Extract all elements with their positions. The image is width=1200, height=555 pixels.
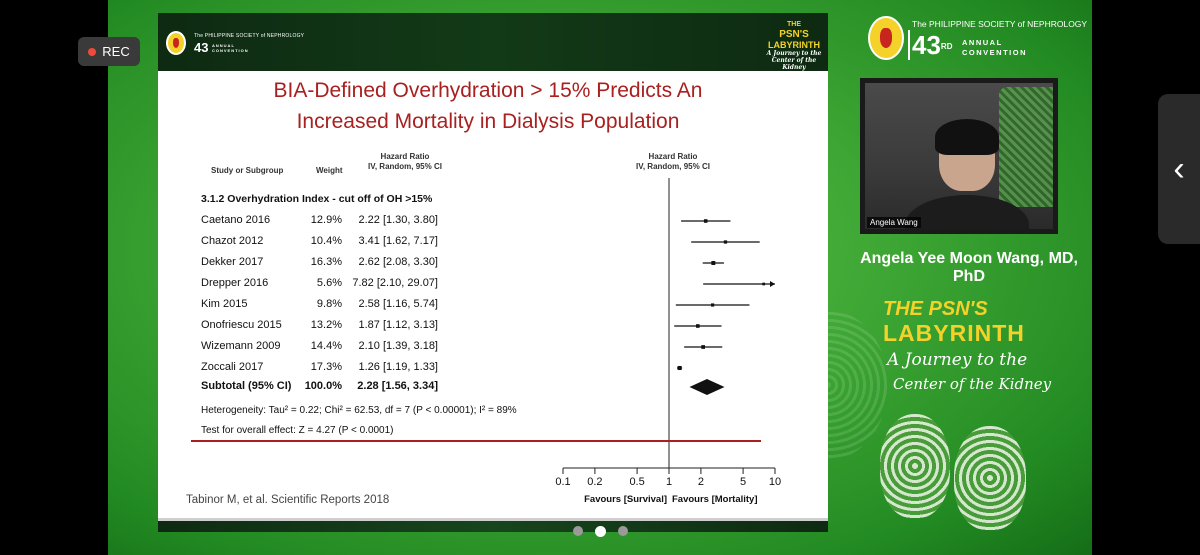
recording-indicator[interactable]: REC <box>78 37 140 66</box>
subtotal-diamond <box>689 379 725 395</box>
slide-convention-text: ANNUAL CONVENTION <box>212 43 249 53</box>
previous-page-button[interactable]: ‹ <box>1158 94 1200 244</box>
study-ci: 1.87 [1.12, 3.13] <box>358 319 438 331</box>
study-ci: 3.41 [1.62, 7.17] <box>358 235 438 247</box>
labyrinth-event-logo: THE PSN'S LABYRINTH A Journey to the Cen… <box>883 298 1051 408</box>
overall-effect-stat: Test for overall effect: Z = 4.27 (P < 0… <box>201 425 394 436</box>
x-tick-label: 10 <box>769 476 781 488</box>
event-logo-line-4: Center of the Kidney <box>893 375 1052 393</box>
point-estimate <box>762 282 766 286</box>
col-hr-header: Hazard Ratio IV, Random, 95% CI <box>368 152 442 171</box>
carousel-indicator <box>568 524 632 538</box>
slide-title-line-2: Increased Mortality in Dialysis Populati… <box>296 110 680 133</box>
heterogeneity-stat: Heterogeneity: Tau² = 0.22; Chi² = 62.53… <box>201 405 517 416</box>
study-ci: 2.28 [1.56, 3.34] <box>357 380 438 392</box>
point-estimate <box>696 324 700 328</box>
speaker-name: Angela Yee Moon Wang, MD, PhD <box>860 250 1078 285</box>
study-ci: 2.22 [1.30, 3.80] <box>358 214 438 226</box>
logo-divider <box>908 30 910 60</box>
study-weight: 5.6% <box>316 277 342 289</box>
shared-slide: The PHILIPPINE SOCIETY of NEPHROLOGY 43 … <box>158 13 828 532</box>
slide-labyrinth-logo: THE PSN'S LABYRINTH A Journey to the Cen… <box>766 21 822 71</box>
study-name: Zoccali 2017 <box>201 361 264 373</box>
slide-society-name: The PHILIPPINE SOCIETY of NEPHROLOGY <box>194 33 305 39</box>
x-tick-label: 5 <box>740 476 746 488</box>
study-weight: 12.9% <box>310 214 342 226</box>
study-weight: 9.8% <box>316 298 342 310</box>
event-logo-line-1: THE PSN'S <box>883 298 988 320</box>
convention-number: 43RD <box>912 30 953 60</box>
record-dot-icon <box>88 47 97 56</box>
study-name: Drepper 2016 <box>201 277 269 289</box>
study-name: Subtotal (95% CI) <box>201 380 292 392</box>
col-weight-header: Weight <box>316 166 343 175</box>
chevron-left-icon: ‹ <box>1173 149 1185 188</box>
study-name: Kim 2015 <box>201 298 248 310</box>
carousel-dot[interactable] <box>594 525 606 537</box>
slide-footer-bar <box>158 518 828 532</box>
x-tick-label: 1 <box>666 476 672 488</box>
convention-label: ANNUAL CONVENTION <box>962 38 1028 57</box>
study-name: Onofriescu 2015 <box>201 319 282 331</box>
favours-right-label: Favours [Mortality] <box>672 494 758 505</box>
study-name: Wizemann 2009 <box>201 340 281 352</box>
study-weight: 10.4% <box>310 235 342 247</box>
slide-title: BIA-Defined Overhydration > 15% Predicts… <box>218 75 758 137</box>
point-estimate <box>711 303 715 307</box>
study-ci: 7.82 [2.10, 29.07] <box>352 277 438 289</box>
event-logo-line-3: A Journey to the <box>887 350 1028 370</box>
study-weight: 100.0% <box>304 380 342 392</box>
study-weight: 14.4% <box>310 340 342 352</box>
study-weight: 13.2% <box>310 319 342 331</box>
study-weight: 17.3% <box>310 361 342 373</box>
slide-title-line-1: BIA-Defined Overhydration > 15% Predicts… <box>273 79 703 102</box>
col-plot-header: Hazard Ratio IV, Random, 95% CI <box>636 152 710 171</box>
speaker-video[interactable]: Angela Wang <box>860 78 1058 234</box>
point-estimate <box>677 365 682 371</box>
study-name: Chazot 2012 <box>201 235 264 247</box>
carousel-dot[interactable] <box>617 526 628 536</box>
citation: Tabinor M, et al. Scientific Reports 201… <box>186 494 390 506</box>
slide-convention-number: 43 <box>194 40 209 55</box>
x-tick-label: 0.5 <box>629 476 644 488</box>
study-ci: 2.62 [2.08, 3.30] <box>358 256 438 268</box>
psn-logo-icon <box>166 31 186 55</box>
psn-logo-icon <box>868 16 904 60</box>
favours-left-label: Favours [Survival] <box>584 494 667 505</box>
ci-arrow <box>770 281 775 287</box>
video-name-tag: Angela Wang <box>867 217 921 228</box>
study-name: Dekker 2017 <box>201 256 264 268</box>
subgroup-title: 3.1.2 Overhydration Index - cut off of O… <box>201 193 433 205</box>
event-logo-line-2: LABYRINTH <box>883 320 1025 346</box>
point-estimate <box>703 219 708 223</box>
x-tick-label: 0.1 <box>555 476 570 488</box>
forest-plot: 0.1 0.2 0.5 1 2 5 10 Favours [Survival] Favours … <box>191 178 781 505</box>
slide-header: The PHILIPPINE SOCIETY of NEPHROLOGY 43 … <box>158 13 828 71</box>
study-ci: 2.58 [1.16, 5.74] <box>358 298 438 310</box>
video-maze-backdrop <box>999 87 1053 207</box>
col-study-header: Study or Subgroup <box>211 166 284 175</box>
kidney-maze-left-icon <box>880 414 950 518</box>
speaker-hair <box>935 119 999 155</box>
x-tick-label: 0.2 <box>587 476 602 488</box>
study-weight: 16.3% <box>310 256 342 268</box>
recording-label: REC <box>102 44 130 59</box>
point-estimate <box>723 240 728 244</box>
psn-convention-logo: The PHILIPPINE SOCIETY of NEPHROLOGY 43R… <box>868 16 1087 66</box>
point-estimate <box>711 261 716 265</box>
study-ci: 1.26 [1.19, 1.33] <box>358 361 438 373</box>
x-tick-label: 2 <box>698 476 704 488</box>
point-estimate <box>701 345 706 349</box>
kidney-maze-right-icon <box>954 426 1026 530</box>
carousel-dot[interactable] <box>572 526 583 536</box>
study-name: Caetano 2016 <box>201 214 271 226</box>
presentation-area: The PHILIPPINE SOCIETY of NEPHROLOGY 43 … <box>108 0 1092 555</box>
society-name: The PHILIPPINE SOCIETY of NEPHROLOGY <box>912 19 1088 29</box>
study-ci: 2.10 [1.39, 3.18] <box>358 340 438 352</box>
